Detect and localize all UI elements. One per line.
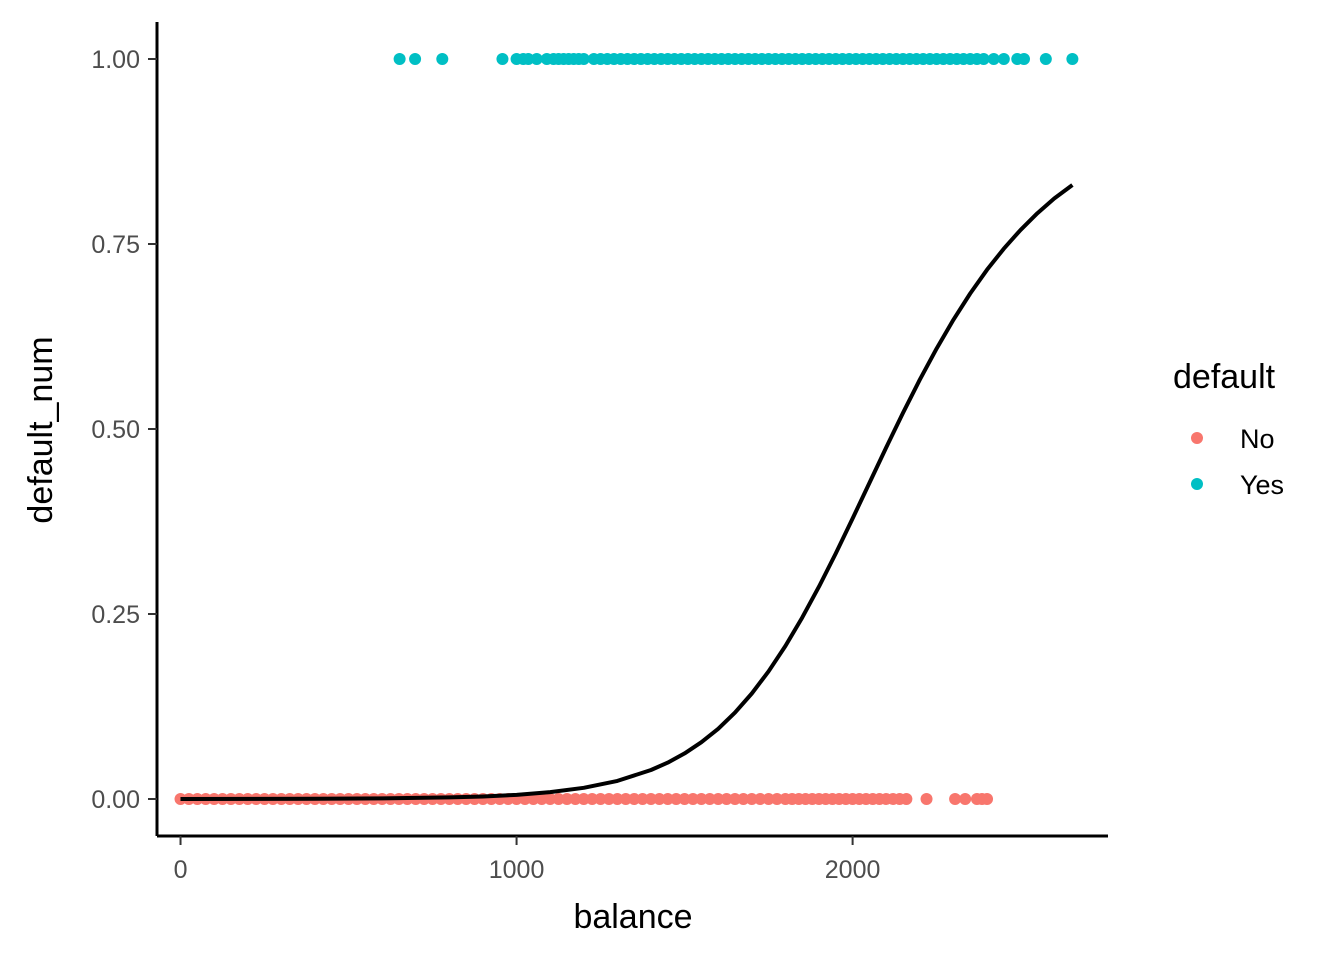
y-tick-label: 0.75: [91, 231, 140, 259]
legend-label-yes: Yes: [1240, 470, 1284, 500]
data-point-no: [762, 793, 775, 805]
x-axis-title: balance: [573, 898, 692, 936]
data-point-yes: [522, 53, 535, 65]
data-point-no: [560, 793, 573, 805]
legend-key-no: [1191, 432, 1203, 444]
data-point-yes: [496, 53, 509, 65]
data-point-no: [959, 793, 972, 805]
data-point-no: [712, 793, 725, 805]
data-point-yes: [1039, 53, 1052, 65]
data-point-no: [544, 793, 557, 805]
y-tick-label: 0.50: [91, 416, 140, 444]
data-point-no: [920, 793, 933, 805]
y-tick-label: 0.25: [91, 601, 140, 629]
y-tick-label: 1.00: [91, 46, 140, 74]
data-point-no: [594, 793, 607, 805]
y-axis-ticks: 0.00 0.25 0.50 0.75 1.00: [91, 46, 157, 814]
data-point-no: [661, 793, 674, 805]
data-point-no: [602, 793, 615, 805]
logistic-fit-line: [180, 183, 1074, 801]
x-tick-label: 0: [174, 856, 188, 884]
legend: default No Yes: [1173, 358, 1284, 500]
data-point-yes: [1066, 53, 1079, 65]
data-point-no: [619, 793, 632, 805]
data-point-no: [728, 793, 741, 805]
data-point-no: [900, 793, 913, 805]
x-tick-label: 2000: [825, 856, 881, 884]
data-point-no: [720, 793, 733, 805]
data-point-no: [611, 793, 624, 805]
data-point-no: [577, 793, 590, 805]
legend-label-no: No: [1240, 424, 1275, 454]
series-yes-points: [393, 53, 1079, 65]
y-axis-title: default_num: [22, 336, 60, 523]
data-point-no: [628, 793, 641, 805]
y-tick-label: 0.00: [91, 786, 140, 814]
data-point-yes: [1017, 53, 1030, 65]
legend-title: default: [1173, 358, 1276, 396]
data-point-no: [754, 793, 767, 805]
data-point-no: [653, 793, 666, 805]
data-point-yes: [577, 53, 590, 65]
data-point-no: [770, 793, 783, 805]
data-point-no: [745, 793, 758, 805]
data-point-yes: [393, 53, 406, 65]
data-point-yes: [530, 53, 543, 65]
data-point-no: [695, 793, 708, 805]
data-point-yes: [436, 53, 449, 65]
data-point-no: [686, 793, 699, 805]
data-point-yes: [997, 53, 1010, 65]
data-point-no: [737, 793, 750, 805]
data-point-no: [949, 793, 962, 805]
logistic-fit-line-group: [180, 183, 1074, 801]
data-point-yes: [977, 53, 990, 65]
legend-key-yes: [1191, 478, 1203, 490]
data-point-no: [981, 793, 994, 805]
data-point-no: [586, 793, 599, 805]
data-point-no: [552, 793, 565, 805]
data-point-no: [678, 793, 691, 805]
data-point-no: [527, 793, 540, 805]
x-tick-label: 1000: [489, 856, 545, 884]
plot-area: [174, 53, 1079, 805]
data-point-no: [644, 793, 657, 805]
data-point-no: [569, 793, 582, 805]
data-point-no: [703, 793, 716, 805]
x-axis-ticks: 0 1000 2000: [174, 836, 881, 884]
data-point-yes: [987, 53, 1000, 65]
data-point-no: [535, 793, 548, 805]
data-point-no: [636, 793, 649, 805]
data-point-yes: [409, 53, 422, 65]
data-point-no: [670, 793, 683, 805]
series-no-points: [174, 793, 994, 805]
